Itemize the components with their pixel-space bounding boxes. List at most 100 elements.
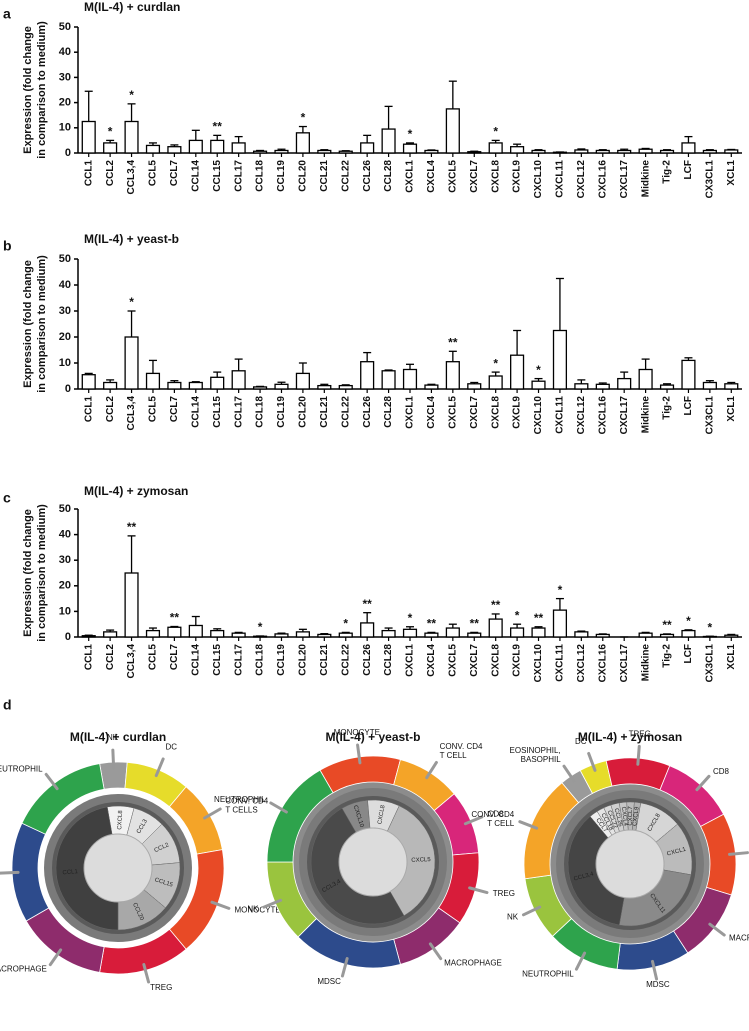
callout [574,951,587,971]
callout [44,772,59,791]
callout [428,942,443,961]
x-tick-label: CXCL7 [469,644,480,677]
bar [188,381,203,390]
x-tick-label: CXCL9 [512,396,523,429]
bar [574,149,589,154]
x-tick-label: CCL26 [362,396,373,428]
x-tick-label: CXCL17 [619,160,630,199]
callout [468,886,489,895]
x-tick-label: CCL18 [255,644,266,676]
significance: ** [448,335,458,349]
x-tick-label: CCL15 [212,160,223,192]
bar [231,142,246,154]
bar [103,631,118,638]
panel-letter: d [3,697,12,713]
x-tick-label: CCL21 [319,644,330,676]
panel-letter: b [3,238,12,254]
x-tick-label: CXCL7 [469,160,480,193]
bar [381,128,396,154]
significance: ** [470,617,480,631]
significance: * [258,620,263,634]
callout [636,744,641,766]
bar [124,572,139,638]
segment-label: MONOCYTE [334,728,380,737]
donut-title: M(IL-4) + curdlan [70,730,166,744]
x-tick-label: CCL28 [383,396,394,428]
significance: ** [662,618,672,632]
x-tick-label: CXCL11 [555,644,566,682]
inner-label: CXCL8 [377,804,386,825]
segment-label: MACROPHAGE [0,965,47,974]
bar [702,381,717,390]
significance: * [708,620,713,634]
x-tick-label: LCF [683,396,694,415]
segment-label: DC [165,743,177,752]
bar [145,372,161,390]
significance: * [515,608,520,622]
bar [424,149,439,154]
x-tick-label: CXCL11 [555,160,566,198]
x-tick-label: Tig-2 [662,644,673,668]
segment-label: T CELL [487,819,515,828]
bar [81,120,96,154]
bar [424,632,439,638]
bar [681,359,696,390]
x-tick-label: CX3CL1 [705,160,716,199]
callout [650,959,659,981]
y-tick-label: 20 [59,331,71,343]
significance: * [129,88,134,102]
x-tick-label: XCL1 [726,644,737,670]
bar [531,627,546,638]
bar [510,354,525,390]
bar [510,627,525,638]
bar [317,384,332,390]
bar [124,336,139,390]
bar [638,148,653,154]
bar [274,149,289,154]
callout [425,760,438,780]
x-tick-label: CXCL1 [405,396,416,429]
y-tick-label: 50 [59,503,71,515]
x-tick-label: Midkine [640,396,651,434]
bar [274,633,289,638]
segment-label: NK [107,733,119,742]
significance: * [408,611,413,625]
x-tick-label: CCL14 [190,396,201,428]
bar [188,624,203,638]
x-tick-label: CCL28 [383,644,394,676]
bar [145,629,161,638]
x-tick-label: CXCL8 [490,396,501,429]
x-tick-label: CXCL12 [576,396,587,435]
segment-label: MACROPHAGE [444,959,502,968]
x-tick-label: CXCL5 [447,160,458,193]
y-axis-label: Expression (fold change [22,26,34,154]
x-tick-label: CXCL10 [533,160,544,199]
bar [295,372,310,390]
callout [518,820,539,830]
x-tick-label: CXCL7 [469,396,480,429]
x-tick-label: CCL5 [148,396,159,423]
x-tick-label: CXCL16 [597,396,608,435]
y-tick-label: 0 [65,383,71,395]
y-tick-label: 10 [59,357,71,369]
bar [103,381,118,390]
segment-label: NEUTROPHIL [522,970,574,979]
x-tick-label: Midkine [640,160,651,198]
x-tick-label: CCL1 [83,160,94,187]
x-tick-label: CXCL4 [426,644,437,677]
bar [317,633,332,638]
chart-title: M(IL-4) + zymosan [84,484,188,498]
x-tick-label: Tig-2 [662,160,673,184]
bar [231,370,246,390]
significance: ** [170,611,180,625]
bar [574,631,589,638]
callout [562,764,576,783]
x-tick-label: CXCL9 [512,644,523,677]
x-tick-label: CXCL9 [512,160,523,193]
x-tick-label: Midkine [640,644,651,682]
bar [467,151,482,154]
bar [402,143,418,154]
segment-label: NEUTROPHIL [0,765,43,774]
y-tick-label: 30 [59,71,71,83]
x-tick-label: CCL22 [340,160,351,192]
